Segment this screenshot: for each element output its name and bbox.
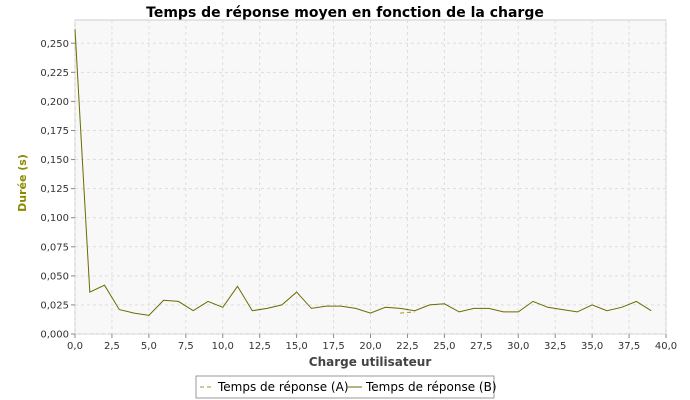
x-tick-label: 40,0 [655, 341, 677, 352]
x-tick-label: 10,0 [212, 341, 234, 352]
y-tick-label: 0,000 [40, 330, 69, 341]
legend-label-b: Temps de réponse (B) [365, 380, 497, 394]
x-tick-label: 35,0 [581, 341, 603, 352]
legend: Temps de réponse (A) Temps de réponse (B… [195, 375, 497, 399]
x-tick-label: 27,5 [470, 341, 492, 352]
x-tick-label: 30,0 [507, 341, 529, 352]
legend-label-a: Temps de réponse (A) [217, 380, 349, 394]
series-line-a [400, 311, 415, 314]
x-axis: 0,0 2,5 5,0 7,5 10,0 12,5 15,0 17,5 20,0 22,5 25,0… [67, 334, 677, 352]
y-tick-label: 0,075 [40, 242, 69, 253]
y-tick-label: 0,200 [40, 97, 69, 108]
x-axis-title: Charge utilisateur [309, 355, 432, 369]
y-tick-label: 0,100 [40, 213, 69, 224]
x-tick-label: 22,5 [396, 341, 418, 352]
y-tick-label: 0,025 [40, 300, 69, 311]
y-tick-label: 0,050 [40, 271, 69, 282]
x-tick-label: 37,5 [618, 341, 640, 352]
y-tick-label: 0,175 [40, 126, 69, 137]
legend-box [195, 375, 495, 399]
y-axis: 0,000 0,025 0,050 0,075 0,100 0,125 0,150 0,175… [40, 39, 75, 341]
grid [74, 20, 667, 335]
y-axis-title: Durée (s) [16, 154, 29, 212]
chart-title: Temps de réponse moyen en fonction de la… [146, 5, 544, 21]
x-tick-label: 25,0 [433, 341, 455, 352]
y-tick-label: 0,125 [40, 184, 69, 195]
x-tick-label: 7,5 [178, 341, 194, 352]
x-tick-label: 2,5 [104, 341, 120, 352]
x-tick-label: 20,0 [359, 341, 381, 352]
x-tick-label: 12,5 [249, 341, 271, 352]
y-tick-label: 0,225 [40, 68, 69, 79]
series-layer [74, 29, 652, 316]
x-tick-label: 32,5 [544, 341, 566, 352]
y-tick-label: 0,250 [40, 39, 69, 50]
x-tick-label: 15,0 [285, 341, 307, 352]
x-tick-label: 17,5 [322, 341, 344, 352]
y-tick-label: 0,150 [40, 155, 69, 166]
series-line-b [74, 29, 652, 316]
x-tick-label: 5,0 [141, 341, 157, 352]
x-tick-label: 0,0 [67, 341, 83, 352]
